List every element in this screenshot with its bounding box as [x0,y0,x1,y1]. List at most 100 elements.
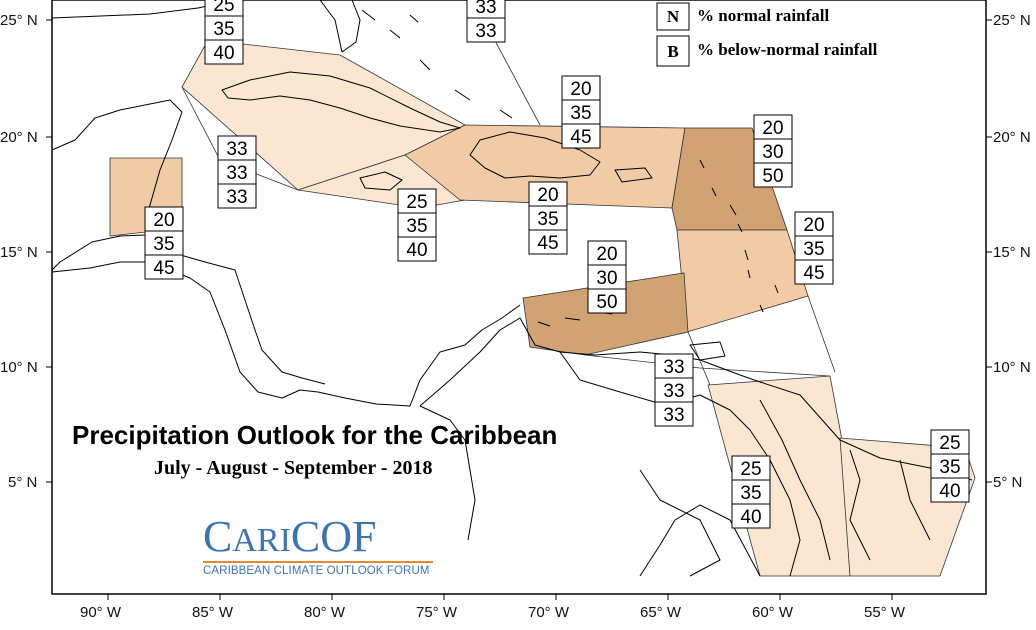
prob-value: 20 [803,215,824,236]
logo-letters-cof: COF [290,512,377,561]
prob-value: 25 [213,0,234,16]
central-america-east [144,235,326,385]
prob-box-leeward: 20 30 50 [753,114,793,188]
lat-label-right: 20° N [993,129,1031,146]
jamaica-coast [359,171,403,191]
prob-box-suriname: 25 35 40 [930,429,970,503]
legend-key-b: B [667,42,678,61]
prob-value: 40 [939,481,960,502]
prob-cell [561,99,601,125]
guyana-borders [759,399,931,561]
prob-box-guyana: 25 35 40 [731,455,771,529]
pacific-coast [419,405,476,541]
prob-cell [731,503,771,529]
lon-label: 90° W [80,604,122,621]
prob-value: 25 [406,192,427,213]
prob-value: 40 [406,240,427,261]
prob-value: 35 [406,216,427,237]
lat-labels-right: 25° N 20° N 15° N 10° N 5° N [993,12,1031,491]
prob-value: 45 [537,233,558,254]
prob-box-trinidad: 33 33 33 [654,353,694,427]
logo-wordmark: CARICOF [203,515,377,559]
legend: N % normal rainfall B % below-normal rai… [656,2,878,67]
prob-value: 33 [475,21,496,42]
map-subtitle: July - August - September - 2018 [154,457,433,479]
prob-cell [144,206,184,232]
prob-cell [397,236,437,262]
prob-value: 30 [762,142,783,163]
prob-value: 20 [570,79,591,100]
prob-value: 33 [663,381,684,402]
lat-label-right: 25° N [993,12,1031,29]
lesser-antilles [699,159,779,313]
legend-key-box [656,2,690,31]
prob-cell [528,229,568,255]
lon-label: 60° W [752,604,794,621]
map-title: Precipitation Outlook for the Caribbean [72,420,558,450]
lat-label-left: 20° N [0,129,38,146]
prob-cell [144,230,184,256]
prob-value: 33 [226,163,247,184]
prob-cell [144,254,184,280]
prob-box-jamaica: 25 35 40 [397,188,437,262]
logo-letter-c: C [203,512,233,561]
lon-label: 80° W [304,604,346,621]
lon-label: 75° W [416,604,458,621]
bahamas-islands [361,9,513,119]
prob-cell [397,188,437,214]
south-america-interior [559,351,801,577]
prob-value: 35 [939,457,960,478]
prob-value: 50 [762,166,783,187]
zone-trinidad-boundary-east [807,295,836,373]
legend-label-below-normal: % below-normal rainfall [697,40,878,59]
legend-key-box [656,35,690,67]
prob-value: 35 [537,209,558,230]
prob-box-belize: 20 35 45 [144,206,184,280]
prob-cell [217,159,257,185]
prob-cell [794,259,834,285]
prob-cell [794,211,834,237]
prob-cell [217,183,257,209]
prob-cell [753,138,793,164]
prob-value: 35 [213,19,234,40]
prob-box-bahamas: 33 33 [466,0,506,43]
zone-windward [676,229,809,333]
lon-label: 70° W [528,604,570,621]
logo-letters-ari: ARI [232,522,291,559]
prob-cell [204,39,244,65]
prob-value: 35 [740,483,761,504]
prob-value: 25 [740,459,761,480]
zone-trinidad-boundary [584,354,831,377]
prob-value: 33 [226,187,247,208]
prob-cell [731,455,771,481]
prob-value: 45 [153,258,174,279]
lat-label-left: 5° N [8,474,37,491]
prob-value: 50 [596,292,617,313]
puerto-rico-coast [614,167,653,183]
prob-cell [466,17,506,43]
prob-cell [753,114,793,140]
zone-guyana [707,375,851,577]
prob-cell [204,15,244,41]
prob-cell [731,479,771,505]
prob-value: 45 [803,263,824,284]
legend-key-n: N [667,7,680,26]
lat-labels-left: 25° N 20° N 15° N 10° N 5° N [0,12,38,491]
mexico-coast [51,99,183,271]
prob-value: 25 [939,433,960,454]
prob-box-windward: 20 35 45 [794,211,834,285]
zone-abc [522,272,689,356]
hispaniola-coast [469,131,601,179]
lat-ticks [46,19,992,483]
lat-label-right: 10° N [993,359,1031,376]
prob-cell [397,212,437,238]
prob-box-turks-caicos: 20 35 45 [561,75,601,149]
lon-ticks [107,594,893,600]
prob-cell [753,162,793,188]
prob-value: 20 [537,185,558,206]
central-america-coast [51,261,521,407]
prob-box-cuba: 25 35 40 [204,0,244,65]
forecast-zones [109,39,976,577]
prob-cell [217,135,257,161]
